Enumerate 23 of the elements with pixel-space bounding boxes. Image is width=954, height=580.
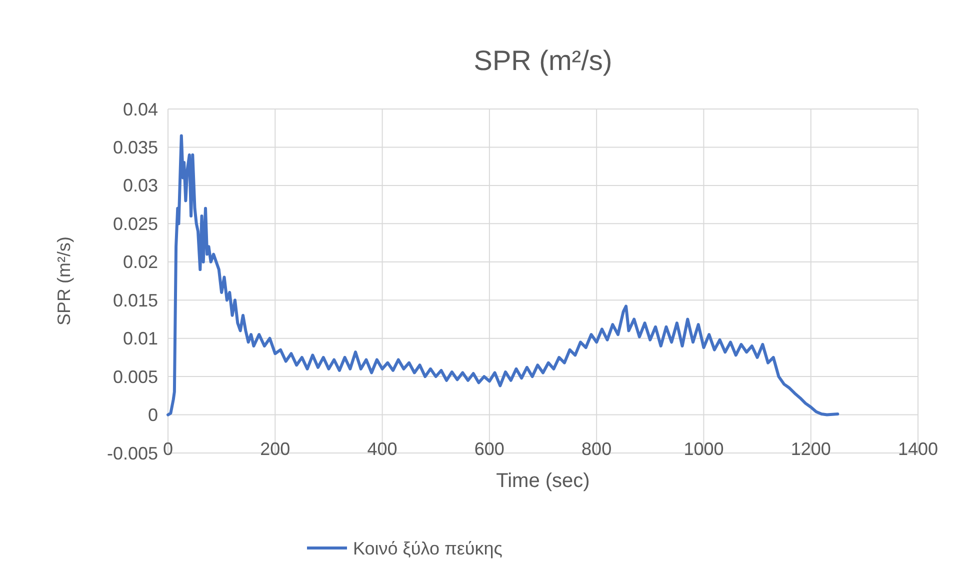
x-tick-label: 200: [260, 438, 290, 459]
y-tick-label: 0: [148, 405, 158, 426]
y-tick-label: 0.025: [112, 214, 158, 234]
x-axis-title: Time (sec): [496, 470, 590, 492]
x-tick-label: 0: [162, 438, 174, 459]
legend-label: Κοινό ξύλο πεύκης: [353, 538, 503, 558]
y-tick-label: 0.03: [122, 176, 158, 196]
x-tick-label: 1200: [790, 438, 831, 459]
y-tick-label: 0.035: [112, 138, 158, 158]
y-tick-label: 0.015: [112, 290, 158, 310]
y-tick-label: 0.04: [122, 99, 158, 120]
y-tick-label: 0.02: [122, 252, 158, 272]
y-tick-label: 0.01: [122, 328, 158, 349]
y-tick-label: 0.005: [112, 366, 158, 387]
x-tick-label: 1000: [684, 438, 724, 459]
y-axis-title: SPR (m²/s): [54, 236, 74, 326]
x-tick-label: 400: [367, 438, 398, 459]
x-tick-label: 1400: [898, 438, 938, 459]
chart-title: SPR (m²/s): [474, 45, 612, 76]
x-tick-label: 800: [582, 438, 612, 459]
line-series: [166, 134, 840, 416]
y-tick-label: -0.005: [106, 443, 158, 464]
x-tick-label: 600: [474, 438, 504, 459]
